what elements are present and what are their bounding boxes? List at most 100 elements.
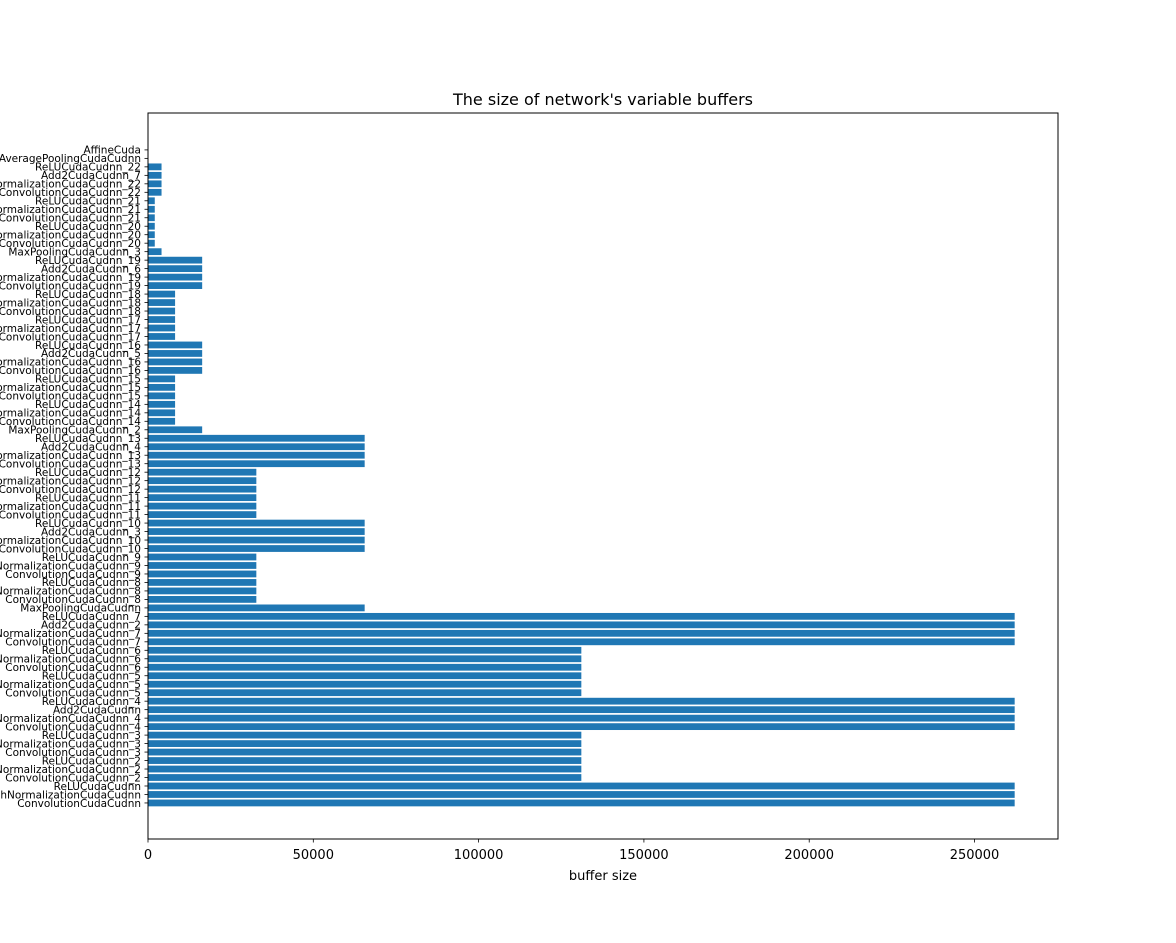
bar-ConvolutionCudaCudnn_21 — [148, 214, 155, 222]
x-tick-label: 250000 — [950, 848, 1000, 863]
x-tick-label: 100000 — [454, 848, 504, 863]
bar-ConvolutionCudaCudnn_17 — [148, 333, 176, 340]
y-tick-label: ReLUCudaCudnn_18 — [35, 289, 141, 301]
y-tick-label: BatchNormalizationCudaCudnn_11 — [0, 501, 141, 513]
y-tick-label: ConvolutionCudaCudnn_4 — [5, 721, 141, 733]
y-tick-label: AffineCuda — [83, 145, 141, 157]
bar-ReLUCudaCudnn_2 — [148, 757, 582, 764]
y-tick-label: ReLUCudaCudnn_20 — [35, 221, 141, 233]
bar-ReLUCudaCudnn_10 — [148, 519, 365, 527]
bar-ReLUCudaCudnn_11 — [148, 494, 257, 502]
bar-BatchNormalizationCudaCudnn_4 — [148, 714, 1015, 722]
bar-BatchNormalizationCudaCudnn_22 — [148, 180, 162, 188]
y-tick-label: ReLUCudaCudnn_12 — [35, 467, 141, 479]
y-tick-label: MaxPoolingCudaCudnn_2 — [8, 425, 141, 437]
y-tick-label: ReLUCudaCudnn_10 — [35, 518, 141, 530]
y-tick-label: ReLUCudaCudnn_14 — [35, 399, 141, 411]
y-tick-label: BatchNormalizationCudaCudnn_18 — [0, 297, 141, 309]
y-tick-label: ConvolutionCudaCudnn_22 — [0, 187, 141, 199]
bar-ReLUCudaCudnn_17 — [148, 316, 176, 323]
bar-ReLUCudaCudnn — [148, 782, 1015, 790]
y-tick-label: ReLUCudaCudnn_4 — [42, 696, 142, 708]
y-tick-label: ConvolutionCudaCudnn_11 — [0, 509, 141, 521]
bar-MaxPoolingCudaCudnn_3 — [148, 248, 162, 256]
bar-BatchNormalizationCudaCudnn_21 — [148, 205, 155, 213]
bar-ConvolutionCudaCudnn_10 — [148, 545, 365, 552]
y-tick-label: BatchNormalizationCudaCudnn_20 — [0, 230, 141, 242]
bar-BatchNormalizationCudaCudnn_9 — [148, 562, 257, 569]
y-tick-label: ConvolutionCudaCudnn_10 — [0, 543, 141, 555]
y-tick-label: AveragePoolingCudaCudnn — [0, 153, 141, 165]
bar-ReLUCudaCudnn_14 — [148, 400, 176, 408]
y-tick-label: BatchNormalizationCudaCudnn_12 — [0, 475, 141, 487]
y-tick-label: ConvolutionCudaCudnn_15 — [0, 391, 141, 403]
y-tick-label: ConvolutionCudaCudnn_6 — [5, 662, 141, 674]
bar-ConvolutionCudaCudnn_18 — [148, 307, 176, 315]
bar-ConvolutionCudaCudnn_16 — [148, 367, 203, 374]
bar-ConvolutionCudaCudnn_2 — [148, 774, 582, 781]
y-tick-label: ConvolutionCudaCudnn_5 — [5, 687, 141, 699]
bar-MaxPoolingCudaCudnn_2 — [148, 426, 203, 434]
bar-BatchNormalizationCudaCudnn_6 — [148, 655, 582, 663]
x-tick-label: 0 — [144, 848, 152, 863]
y-tick-label: ConvolutionCudaCudnn_17 — [0, 331, 141, 343]
bar-ReLUCudaCudnn_7 — [148, 612, 1015, 620]
bar-ConvolutionCudaCudnn_19 — [148, 282, 203, 289]
bar-Add2CudaCudnn — [148, 706, 1015, 714]
bar-MaxPoolingCudaCudnn — [148, 604, 365, 612]
bar-BatchNormalizationCudaCudnn_19 — [148, 273, 203, 281]
bar-BatchNormalizationCudaCudnn_10 — [148, 536, 365, 544]
y-tick-label: BatchNormalizationCudaCudnn_17 — [0, 323, 141, 335]
y-tick-label: ReLUCudaCudnn_21 — [35, 196, 141, 208]
y-tick-label: BatchNormalizationCudaCudnn_9 — [0, 560, 141, 572]
y-tick-label: BatchNormalizationCudaCudnn_10 — [0, 535, 141, 547]
bar-BatchNormalizationCudaCudnn_8 — [148, 587, 257, 595]
bar-Add2CudaCudnn_4 — [148, 443, 365, 451]
y-tick-label: MaxPoolingCudaCudnn_3 — [8, 246, 141, 258]
y-tick-label: ReLUCudaCudnn_7 — [42, 611, 141, 623]
y-tick-label: BatchNormalizationCudaCudnn_22 — [0, 179, 141, 191]
y-tick-label: BatchNormalizationCudaCudnn_4 — [0, 713, 141, 725]
y-tick-label: ReLUCudaCudnn_9 — [42, 552, 141, 564]
bar-BatchNormalizationCudaCudnn_7 — [148, 629, 1015, 637]
bar-ConvolutionCudaCudnn_15 — [148, 392, 176, 400]
bar-BatchNormalizationCudaCudnn_2 — [148, 765, 582, 773]
bar-BatchNormalizationCudaCudnn_12 — [148, 477, 257, 485]
bar-Add2CudaCudnn_5 — [148, 350, 203, 357]
y-tick-label: BatchNormalizationCudaCudnn_19 — [0, 272, 141, 284]
bar-ReLUCudaCudnn_20 — [148, 222, 155, 230]
y-tick-label: BatchNormalizationCudaCudnn_15 — [0, 382, 141, 394]
y-tick-label: BatchNormalizationCudaCudnn_8 — [0, 586, 141, 598]
y-tick-label: ReLUCudaCudnn_16 — [35, 340, 141, 352]
bar-BatchNormalizationCudaCudnn_14 — [148, 409, 176, 417]
bar-ConvolutionCudaCudnn_14 — [148, 417, 176, 425]
bar-BatchNormalizationCudaCudnn_16 — [148, 358, 203, 366]
y-tick-label: ReLUCudaCudnn_17 — [35, 314, 141, 326]
bar-ReLUCudaCudnn_16 — [148, 341, 203, 349]
bar-Add2CudaCudnn_3 — [148, 528, 365, 535]
bar-ReLUCudaCudnn_3 — [148, 731, 582, 739]
y-tick-label: BatchNormalizationCudaCudnn_3 — [0, 738, 141, 750]
y-tick-label: ReLUCudaCudnn — [54, 781, 141, 793]
y-tick-label: ReLUCudaCudnn_3 — [42, 730, 141, 742]
y-tick-label: BatchNormalizationCudaCudnn — [0, 789, 141, 801]
bar-BatchNormalizationCudaCudnn_3 — [148, 740, 582, 747]
y-tick-label: Add2CudaCudnn_3 — [41, 526, 141, 538]
bar-ReLUCudaCudnn_22 — [148, 163, 162, 171]
bar-ReLUCudaCudnn_9 — [148, 553, 257, 561]
y-tick-label: ReLUCudaCudnn_22 — [35, 162, 141, 174]
bar-Add2CudaCudnn_2 — [148, 621, 1015, 629]
y-tick-label: ReLUCudaCudnn_11 — [35, 492, 141, 504]
y-tick-label: ConvolutionCudaCudnn_20 — [0, 238, 141, 250]
y-tick-label: ReLUCudaCudnn_19 — [35, 255, 141, 267]
y-tick-label: ConvolutionCudaCudnn — [17, 798, 141, 810]
y-tick-label: Add2CudaCudnn — [53, 704, 141, 716]
y-tick-label: ConvolutionCudaCudnn_9 — [5, 569, 141, 581]
y-tick-label: ConvolutionCudaCudnn_18 — [0, 306, 141, 318]
bar-BatchNormalizationCudaCudnn_11 — [148, 502, 257, 510]
bar-BatchNormalizationCudaCudnn_18 — [148, 299, 176, 306]
bar-ConvolutionCudaCudnn_12 — [148, 485, 257, 493]
y-tick-label: Add2CudaCudnn_4 — [41, 442, 141, 454]
bar-ConvolutionCudaCudnn_20 — [148, 239, 155, 247]
bar-ReLUCudaCudnn_12 — [148, 468, 257, 476]
